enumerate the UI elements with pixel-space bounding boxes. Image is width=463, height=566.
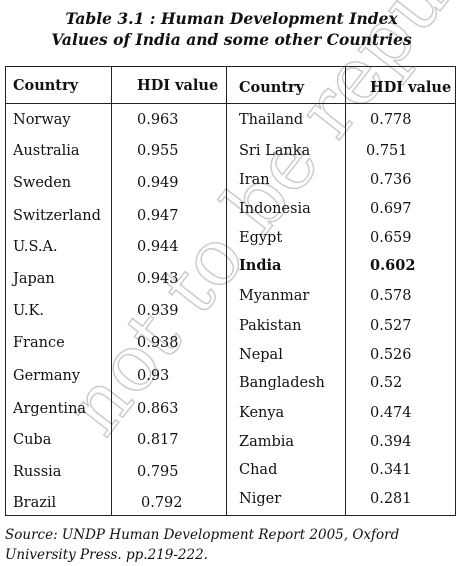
left-hdi-cell: 0.963 (137, 112, 179, 128)
right-hdi-cell: 0.281 (370, 491, 412, 507)
right-country-cell: Egypt (239, 230, 283, 246)
left-country-cell: France (13, 335, 65, 351)
table-title-line-2: Values of India and some other Countries (51, 30, 412, 49)
left-hdi-cell: 0.944 (137, 239, 179, 255)
right-hdi-cell: 0.394 (370, 434, 412, 450)
right-country-cell: Indonesia (239, 201, 311, 217)
left-country-cell: Sweden (13, 175, 72, 191)
left-hdi-cell: 0.938 (137, 335, 179, 351)
header-divider (5, 103, 456, 104)
table-title: Table 3.1 : Human Development Index Valu… (0, 8, 463, 50)
left-hdi-cell: 0.795 (137, 464, 179, 480)
left-hdi-cell: 0.817 (137, 432, 179, 448)
right-hdi-cell: 0.526 (370, 347, 412, 363)
right-hdi-cell: 0.659 (370, 230, 412, 246)
left-country-cell: Switzerland (13, 208, 101, 224)
right-country-cell: Pakistan (239, 318, 302, 334)
left-country-cell: Germany (13, 368, 81, 384)
column-divider-center (226, 66, 227, 516)
right-hdi-cell: 0.736 (370, 172, 412, 188)
right-hdi-cell: 0.751 (366, 143, 408, 159)
right-country-cell: Nepal (239, 347, 283, 363)
column-divider-1 (111, 66, 112, 516)
left-country-cell: Japan (13, 271, 55, 287)
left-country-cell: U.S.A. (13, 239, 58, 255)
right-hdi-cell: 0.602 (370, 257, 416, 274)
left-hdi-cell: 0.947 (137, 208, 179, 224)
right-country-cell: Thailand (239, 112, 304, 128)
right-country-cell: Myanmar (239, 288, 310, 304)
left-country-cell: Norway (13, 112, 71, 128)
left-hdi-cell: 0.863 (137, 401, 179, 417)
table-title-line-1: Table 3.1 : Human Development Index (65, 9, 398, 28)
right-country-cell: Iran (239, 172, 270, 188)
left-hdi-cell: 0.943 (137, 271, 179, 287)
header-hdi-right: HDI value (370, 79, 452, 96)
right-hdi-cell: 0.341 (370, 462, 412, 478)
left-country-cell: Cuba (13, 432, 52, 448)
right-hdi-cell: 0.778 (370, 112, 412, 128)
right-country-cell: Kenya (239, 405, 285, 421)
right-country-cell: Bangladesh (239, 375, 325, 391)
left-country-cell: Brazil (13, 495, 57, 511)
right-country-cell: Zambia (239, 434, 295, 450)
right-hdi-cell: 0.697 (370, 201, 412, 217)
column-divider-3 (345, 66, 346, 516)
right-country-cell: India (239, 257, 282, 274)
right-country-cell: Niger (239, 491, 282, 507)
source-note: Source: UNDP Human Development Report 20… (5, 527, 400, 563)
left-hdi-cell: 0.955 (137, 143, 179, 159)
left-country-cell: Australia (13, 143, 80, 159)
left-hdi-cell: 0.93 (137, 368, 170, 384)
left-country-cell: Argentina (13, 401, 87, 417)
left-country-cell: U.K. (13, 303, 44, 319)
header-hdi-left: HDI value (137, 77, 219, 94)
left-hdi-cell: 0.939 (137, 303, 179, 319)
right-hdi-cell: 0.474 (370, 405, 412, 421)
hdi-table (5, 66, 456, 516)
left-hdi-cell: 0.949 (137, 175, 179, 191)
left-hdi-cell: 0.792 (141, 495, 183, 511)
right-country-cell: Sri Lanka (239, 143, 311, 159)
right-hdi-cell: 0.578 (370, 288, 412, 304)
header-country-right: Country (239, 79, 305, 96)
right-hdi-cell: 0.527 (370, 318, 412, 334)
left-country-cell: Russia (13, 464, 62, 480)
header-country-left: Country (13, 77, 79, 94)
right-hdi-cell: 0.52 (370, 375, 403, 391)
right-country-cell: Chad (239, 462, 278, 478)
